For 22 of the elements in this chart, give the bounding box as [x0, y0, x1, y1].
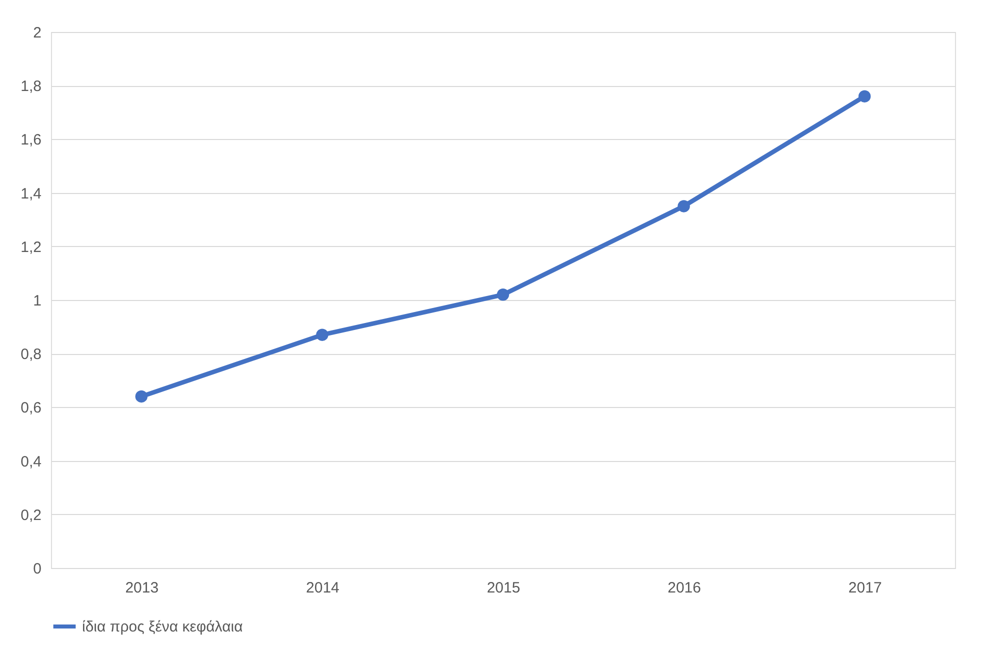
x-tick-label: 2014 [306, 580, 340, 596]
point [496, 288, 510, 301]
y-tick-label: 0,4 [20, 453, 42, 470]
point [858, 90, 871, 102]
y-tick-label: 1,6 [20, 132, 42, 149]
x-tick-label: 2016 [668, 580, 701, 596]
y-tick-label: 0,6 [20, 400, 42, 417]
point [316, 328, 328, 341]
y-tick-label: 0,8 [20, 346, 42, 364]
y-tick-label: 2 [33, 24, 42, 42]
y-tick-label: 1,8 [20, 78, 42, 96]
y-tick-label: 1 [33, 292, 42, 310]
y-tick-label: 0 [33, 560, 42, 578]
x-tick-label: 2013 [125, 580, 159, 596]
x-tick-label: 2015 [486, 580, 520, 596]
point [678, 200, 690, 212]
y-tick-label: 1,2 [20, 238, 42, 256]
x-tick-label: 2017 [848, 580, 882, 596]
legend-label: ίδια προς ξένα κεφάλαια [82, 618, 244, 636]
y-tick-label: 0,2 [20, 506, 42, 524]
y-tick-label: 1,4 [20, 185, 42, 202]
point [135, 390, 148, 403]
